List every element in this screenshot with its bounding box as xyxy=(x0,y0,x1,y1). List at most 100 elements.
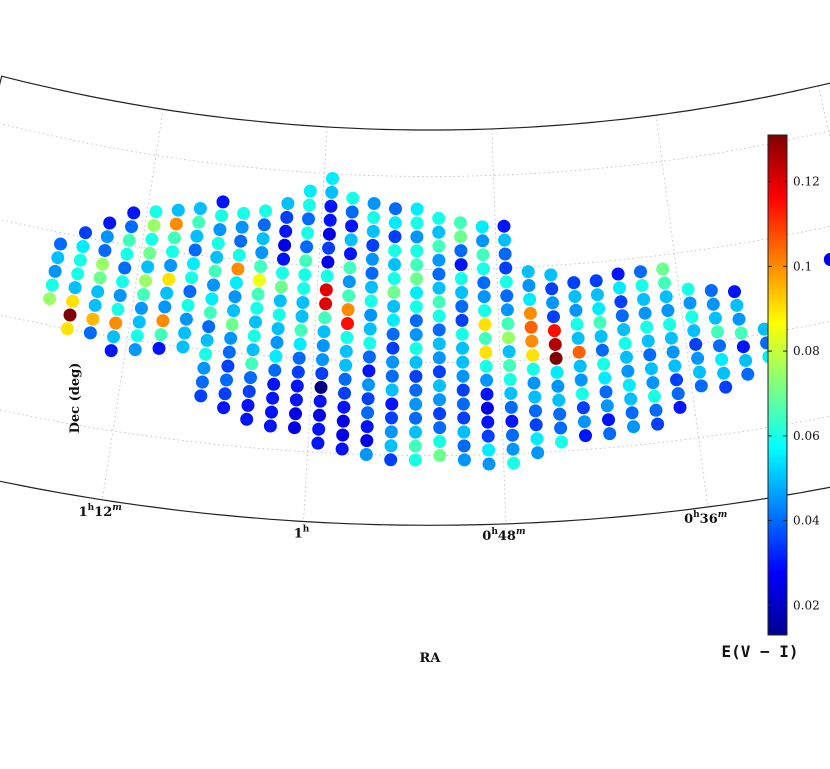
data-point xyxy=(528,390,542,404)
data-point xyxy=(83,326,97,340)
data-point xyxy=(197,361,211,375)
data-point xyxy=(269,349,283,363)
data-point xyxy=(245,357,259,371)
colorbar-tick-label: 0.02 xyxy=(793,598,820,612)
data-point xyxy=(231,262,245,276)
data-point xyxy=(164,259,178,272)
data-point xyxy=(342,289,356,303)
data-point xyxy=(504,400,518,414)
data-point xyxy=(388,230,402,244)
dec-grid-line xyxy=(0,314,830,363)
data-point xyxy=(362,364,376,378)
data-point xyxy=(664,331,678,345)
data-point xyxy=(364,294,378,308)
data-point xyxy=(602,413,615,427)
data-point xyxy=(171,203,185,217)
data-point xyxy=(179,312,193,326)
data-point xyxy=(527,376,541,390)
data-point xyxy=(410,258,424,272)
data-point xyxy=(577,415,591,429)
data-point xyxy=(385,383,399,397)
data-point xyxy=(103,216,117,230)
ra-tick-label: 1h12m xyxy=(79,503,122,520)
data-point xyxy=(651,417,665,431)
data-point xyxy=(635,279,649,292)
data-point xyxy=(649,403,663,417)
data-point xyxy=(593,316,607,329)
data-point xyxy=(111,302,125,316)
data-point xyxy=(741,367,755,381)
data-point xyxy=(160,286,174,300)
data-point xyxy=(611,267,625,281)
data-point xyxy=(320,269,334,283)
data-point xyxy=(205,292,219,306)
data-point xyxy=(326,172,339,185)
data-point xyxy=(176,340,190,354)
data-point xyxy=(476,234,490,248)
data-point xyxy=(641,334,655,348)
data-point xyxy=(109,316,123,330)
data-point xyxy=(360,420,374,434)
data-point xyxy=(499,275,513,289)
data-point xyxy=(346,191,360,205)
data-point xyxy=(221,359,235,373)
data-point xyxy=(548,338,562,351)
data-point xyxy=(387,285,401,299)
data-point xyxy=(526,362,540,376)
data-point xyxy=(600,399,614,413)
data-point xyxy=(476,248,490,262)
data-point xyxy=(457,439,471,453)
data-point xyxy=(545,282,559,296)
data-point xyxy=(218,387,232,401)
colorbar-title: E(V − I) xyxy=(721,642,798,661)
data-point xyxy=(339,358,353,372)
data-point xyxy=(706,297,720,311)
data-point xyxy=(549,351,563,365)
data-point xyxy=(569,303,583,317)
data-point xyxy=(345,205,359,219)
data-point xyxy=(364,308,378,322)
data-point xyxy=(240,412,254,426)
data-point xyxy=(666,345,680,359)
data-point xyxy=(186,257,200,271)
data-point xyxy=(454,272,468,285)
data-point xyxy=(409,300,423,314)
data-point xyxy=(624,392,638,406)
data-point xyxy=(529,404,542,418)
ra-tick-label: 0h36m xyxy=(684,510,727,527)
data-point xyxy=(597,357,611,371)
data-point xyxy=(622,378,636,392)
data-point xyxy=(456,355,470,369)
data-point xyxy=(325,185,339,199)
data-point xyxy=(76,240,90,253)
data-point xyxy=(689,337,703,351)
data-point xyxy=(154,328,168,342)
data-point xyxy=(477,290,491,304)
data-point xyxy=(100,230,114,244)
data-point xyxy=(337,400,351,414)
data-point xyxy=(292,351,306,365)
data-point xyxy=(359,448,373,461)
data-point xyxy=(432,365,446,379)
data-point xyxy=(289,407,302,421)
data-point xyxy=(234,234,248,248)
data-point xyxy=(125,220,138,234)
data-point xyxy=(237,206,251,220)
data-point xyxy=(249,315,262,329)
data-point xyxy=(134,301,148,315)
data-point xyxy=(432,337,446,351)
data-point xyxy=(734,326,748,340)
data-point xyxy=(433,379,446,393)
data-point xyxy=(385,411,398,425)
data-point xyxy=(455,327,469,341)
data-point xyxy=(257,218,271,232)
data-point xyxy=(227,304,241,318)
data-point xyxy=(268,363,282,377)
data-point xyxy=(637,292,651,306)
data-point xyxy=(656,262,670,276)
data-point xyxy=(530,432,544,446)
data-point xyxy=(572,345,586,359)
data-point xyxy=(409,369,423,383)
colorbar-tick-label: 0.04 xyxy=(793,514,820,528)
